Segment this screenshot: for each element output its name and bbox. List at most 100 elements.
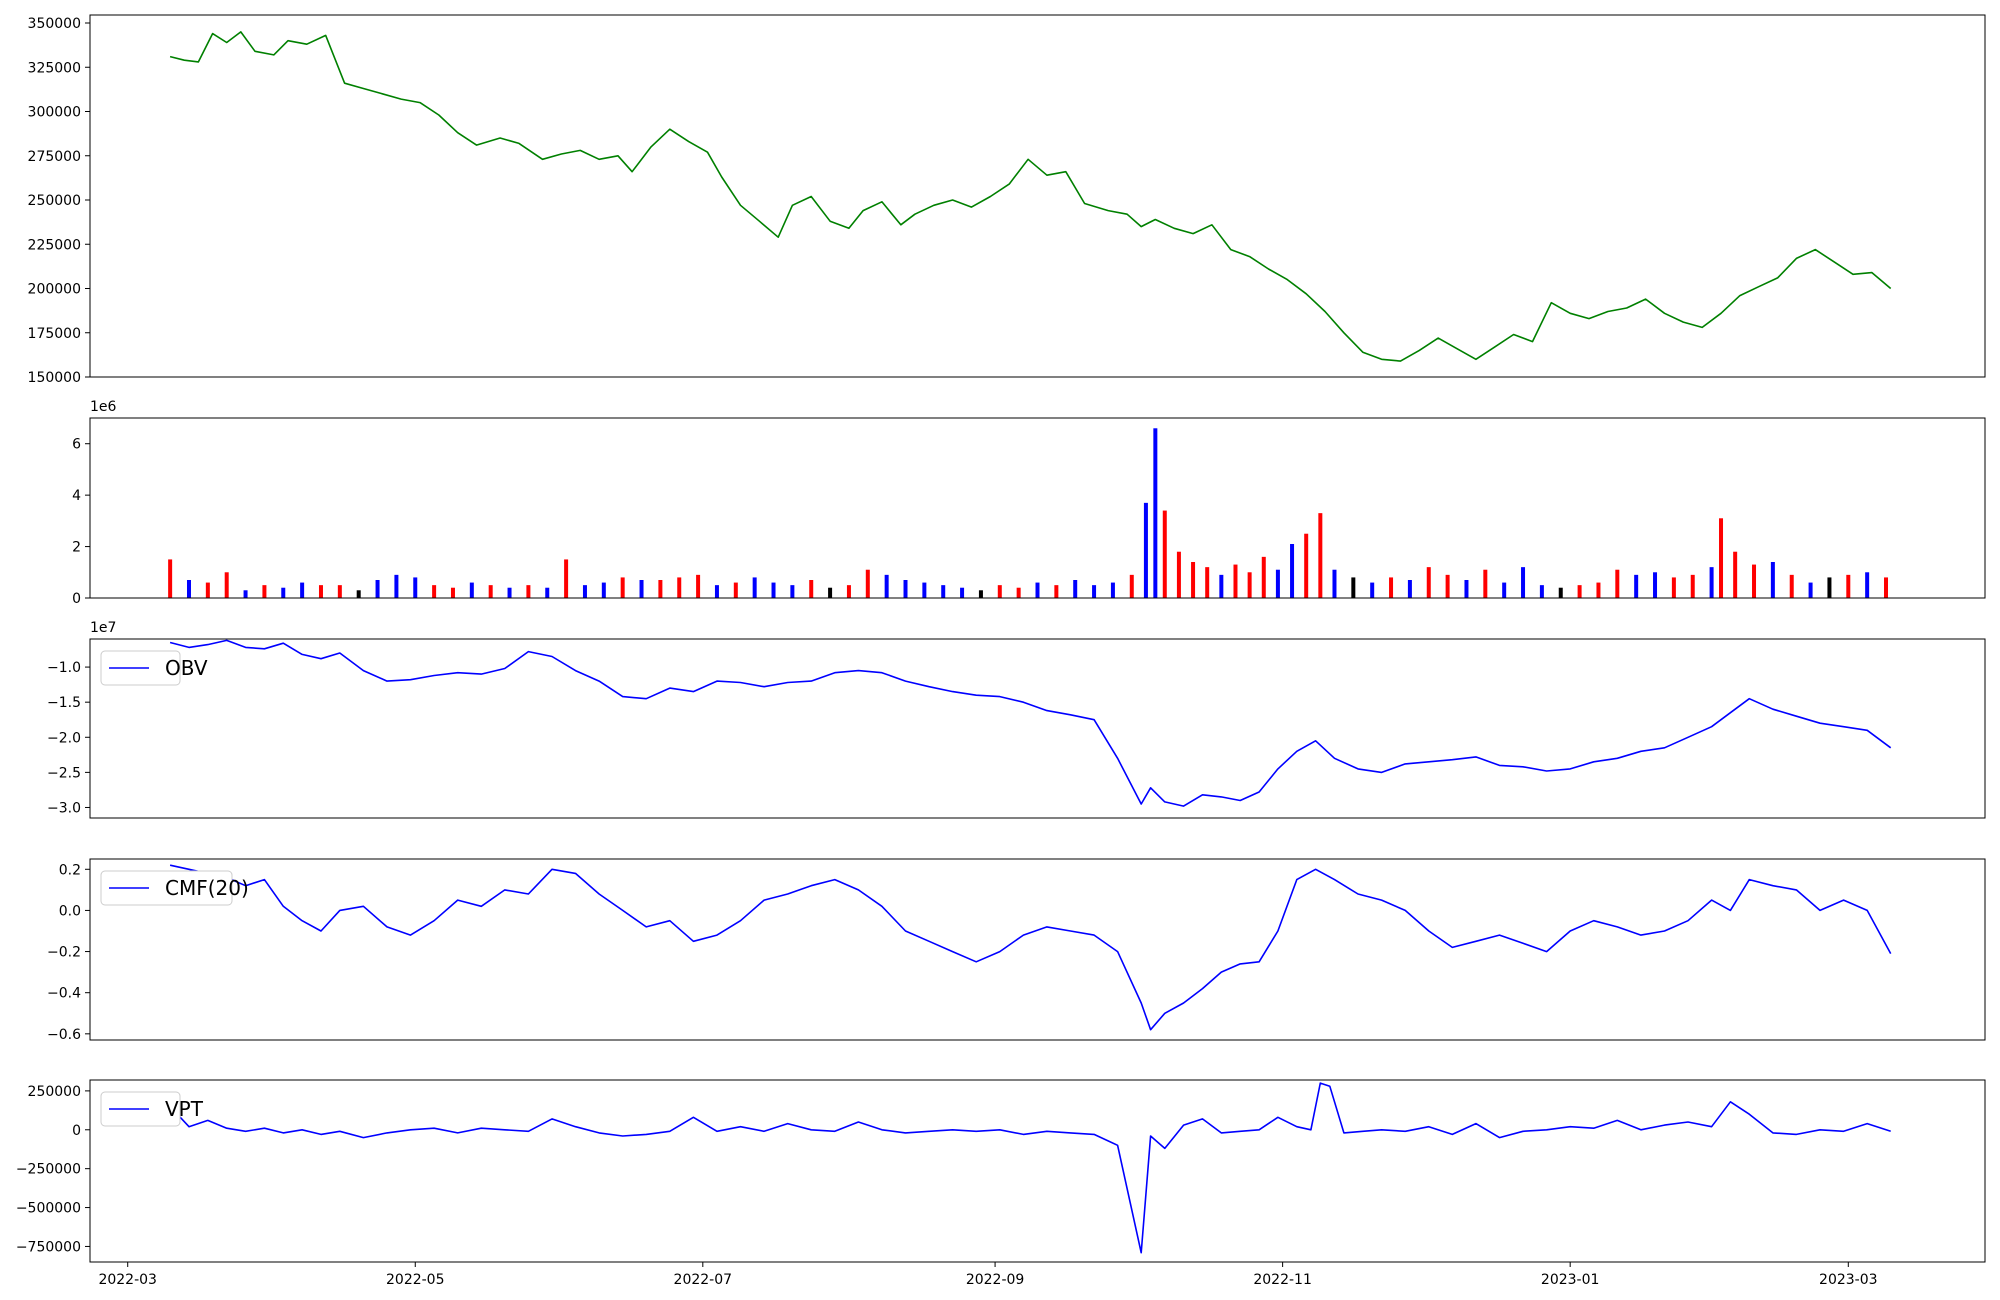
volume-bar xyxy=(1247,572,1252,598)
legend-label: VPT xyxy=(165,1097,204,1121)
vpt-line xyxy=(169,1082,1891,1254)
volume-bar xyxy=(1389,577,1394,598)
axes-frame xyxy=(89,638,1986,819)
x-tick-label: 2023-01 xyxy=(1541,1272,1600,1288)
volume-bar xyxy=(1827,577,1832,598)
subplot-1: 150000 175000 200000 225000 250000 275000 3000… xyxy=(28,14,1986,386)
subplot-panels: 150000 175000 200000 225000 250000 275000 3000… xyxy=(16,14,1986,1288)
volume-bar xyxy=(582,585,587,598)
axes-frame xyxy=(89,1079,1986,1263)
y-tick-label: 300000 xyxy=(28,105,81,121)
volume-bar xyxy=(1577,585,1582,598)
volume-bar xyxy=(752,577,757,598)
x-tick-label: 2022-05 xyxy=(386,1272,445,1288)
volume-bar xyxy=(1719,518,1724,598)
y-tick-label: 200000 xyxy=(28,282,81,298)
volume-bar xyxy=(1558,587,1563,598)
volume-bar xyxy=(1016,587,1021,598)
y-tick-label: 0 xyxy=(72,591,81,607)
volume-bar xyxy=(733,582,738,598)
y-tick-label: −2.0 xyxy=(47,730,81,746)
volume-bar xyxy=(526,585,531,598)
y-tick-label: −1.0 xyxy=(47,660,81,676)
y-tick-label: −2.5 xyxy=(47,765,81,781)
volume-bar xyxy=(281,587,286,598)
volume-bar xyxy=(846,585,851,598)
volume-bar xyxy=(450,587,455,598)
volume-bar xyxy=(1426,567,1431,598)
volume-bar xyxy=(1110,582,1115,598)
subplot-5: −750000 −500000 −250000 0 250000 VPT 2022-03 20… xyxy=(16,1079,1986,1288)
y-tick-label: 225000 xyxy=(28,237,81,253)
volume-bar xyxy=(1808,582,1813,598)
volume-bar xyxy=(1073,580,1078,598)
y-tick-label: −1.5 xyxy=(47,695,81,711)
volume-bar xyxy=(809,580,814,598)
volume-bar xyxy=(564,559,569,598)
axes-frame xyxy=(89,858,1986,1041)
volume-bar xyxy=(1233,564,1238,598)
y-tick-label: 4 xyxy=(72,488,81,504)
axes-frame xyxy=(89,417,1986,599)
y-tick-label: −250000 xyxy=(16,1162,81,1178)
volume-bar xyxy=(432,585,437,598)
subplot-3: −3.0 −2.5 −2.0 −1.5 −1.0 1e7 OBV xyxy=(47,620,1986,819)
volume-bar xyxy=(828,587,833,598)
volume-bar xyxy=(771,582,776,598)
volume-bar xyxy=(1596,582,1601,598)
subplot-2: 0 2 4 6 1e6 xyxy=(72,399,1986,607)
volume-bar xyxy=(507,587,512,598)
volume-bar xyxy=(1521,567,1526,598)
volume-bar xyxy=(1129,574,1134,598)
volume-bar xyxy=(1733,551,1738,598)
volume-bar xyxy=(1653,572,1658,598)
volume-bar xyxy=(545,587,550,598)
volume-bar xyxy=(1054,585,1059,598)
y-tick-label: −0.2 xyxy=(47,945,81,961)
legend-label: OBV xyxy=(165,656,208,680)
y-tick-label: −3.0 xyxy=(47,800,81,816)
y-tick-label: 0.2 xyxy=(59,862,81,878)
volume-bar xyxy=(714,585,719,598)
y-tick-label: 0.0 xyxy=(59,903,81,919)
price-line xyxy=(169,31,1892,362)
subplot-4: −0.6 −0.4 −0.2 0.0 0.2 CMF(20) xyxy=(47,858,1986,1043)
volume-bar xyxy=(1884,577,1889,598)
legend-label: CMF(20) xyxy=(165,876,249,900)
obv-line xyxy=(169,639,1892,807)
volume-bar xyxy=(884,574,889,598)
volume-bar xyxy=(696,574,701,598)
y-tick-label: 350000 xyxy=(28,16,81,32)
volume-bar xyxy=(997,585,1002,598)
volume-bar xyxy=(394,574,399,598)
volume-bar xyxy=(1370,582,1375,598)
volume-bar xyxy=(620,577,625,598)
volume-bar xyxy=(1290,544,1295,598)
volume-bar xyxy=(488,585,493,598)
volume-bar xyxy=(960,587,965,598)
volume-bar xyxy=(1770,562,1775,598)
volume-bar xyxy=(168,559,173,598)
volume-bar xyxy=(1318,513,1323,598)
volume-bar xyxy=(1351,577,1356,598)
y-tick-label: 250000 xyxy=(28,1084,81,1100)
volume-bar xyxy=(375,580,380,598)
volume-bar xyxy=(318,585,323,598)
volume-bar xyxy=(1615,569,1620,598)
y-tick-label: 275000 xyxy=(28,149,81,165)
volume-bar xyxy=(243,590,248,598)
volume-bar xyxy=(1502,582,1507,598)
y-tick-label: −0.4 xyxy=(47,986,81,1002)
volume-bar xyxy=(356,590,361,598)
legend-box xyxy=(100,870,233,906)
volume-bar xyxy=(1634,574,1639,598)
volume-bar xyxy=(865,569,870,598)
volume-bar xyxy=(1191,562,1196,598)
volume-bar xyxy=(1445,574,1450,598)
volume-bar xyxy=(413,577,418,598)
volume-bar xyxy=(337,585,342,598)
volume-bar xyxy=(658,580,663,598)
volume-bar xyxy=(1752,564,1757,598)
volume-bar xyxy=(1464,580,1469,598)
y-tick-label: 150000 xyxy=(28,370,81,386)
